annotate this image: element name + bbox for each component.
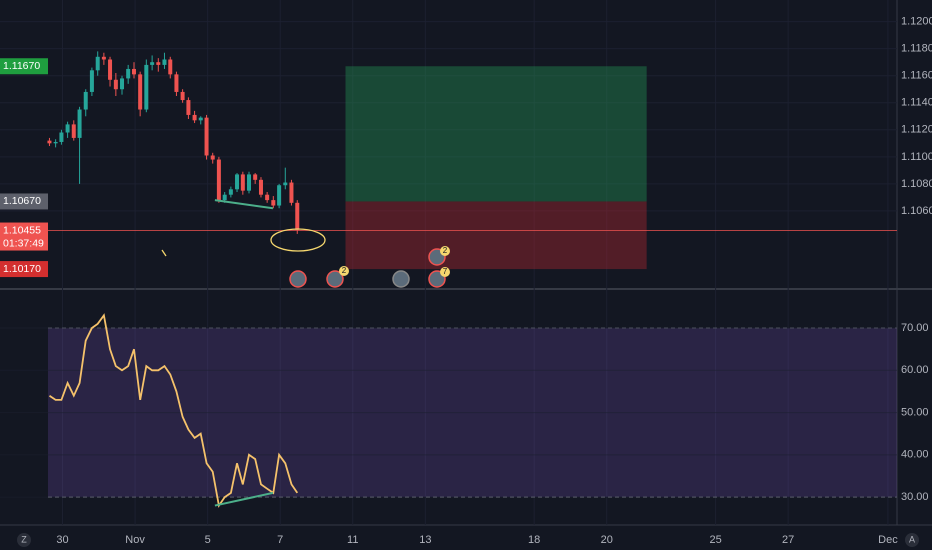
candle-body <box>162 59 167 65</box>
loss-zone <box>345 201 647 270</box>
candle-body <box>235 174 240 190</box>
candle-body <box>101 56 106 60</box>
candle-body <box>77 109 82 138</box>
price-label-bg <box>0 58 48 75</box>
profit-zone <box>345 66 647 202</box>
candle-body <box>131 68 136 75</box>
toolbar-label: A <box>909 534 915 544</box>
candle-body <box>289 182 294 203</box>
events: 2 2 7 <box>289 246 450 288</box>
toolbar-label: Z <box>21 534 27 544</box>
candle-body <box>144 64 149 110</box>
y-tick-label: 1.11800 <box>901 43 932 55</box>
event-badge-bg <box>440 246 450 256</box>
x-tick-label: 7 <box>277 534 283 546</box>
candle-body <box>271 200 276 206</box>
candle-body <box>113 79 118 90</box>
candle-body <box>71 124 76 138</box>
x-tick-label: Dec <box>878 534 898 546</box>
candle-body <box>247 174 252 191</box>
event-icon[interactable] <box>392 270 410 288</box>
candle-body <box>210 155 215 160</box>
candle-body <box>204 117 209 156</box>
candle-body <box>65 124 70 133</box>
event-badge: 7 <box>443 267 448 276</box>
candle-body <box>120 78 125 90</box>
candle-body <box>95 56 100 71</box>
candle-body <box>186 100 191 115</box>
y-tick-label: 50.00 <box>901 406 929 418</box>
candle-body <box>138 74 143 110</box>
event-icon[interactable] <box>289 270 307 288</box>
candle-body <box>198 117 203 121</box>
candle-body <box>53 141 58 144</box>
x-tick-label: 20 <box>601 534 613 546</box>
candle-body <box>108 59 113 80</box>
price-label-bg <box>0 193 48 210</box>
candle-body <box>180 91 185 101</box>
candle-body <box>150 62 155 65</box>
candle-body <box>156 62 161 65</box>
y-tick-label: 1.11000 <box>901 151 932 163</box>
candle-body <box>47 140 52 144</box>
event-icon[interactable] <box>326 270 344 288</box>
candle-body <box>253 174 258 180</box>
event-badge-bg <box>440 267 450 277</box>
y-tick-label: 40.00 <box>901 449 929 461</box>
y-tick-label: 30.00 <box>901 491 929 503</box>
candle-body <box>174 74 179 92</box>
y-tick-label: 1.10800 <box>901 178 932 190</box>
y-tick-label: 1.12000 <box>901 16 932 28</box>
y-tick-label: 1.11400 <box>901 97 932 109</box>
candle-body <box>228 189 233 195</box>
price-label: 1.10670 <box>3 195 41 207</box>
x-tick-label: 25 <box>709 534 721 546</box>
candle-body <box>258 179 263 195</box>
x-tick-label: 13 <box>419 534 431 546</box>
candle-body <box>283 182 288 186</box>
rsi-line <box>48 313 299 508</box>
event-badge-bg <box>339 266 349 276</box>
divergence-line <box>214 491 274 507</box>
x-tick-label: Nov <box>125 534 145 546</box>
toolbar-button[interactable] <box>17 533 31 547</box>
y-tick-label: 1.10600 <box>901 205 932 217</box>
candle-body <box>192 114 197 121</box>
toolbar-button[interactable] <box>905 533 919 547</box>
event-badge: 2 <box>443 246 448 255</box>
candle-body <box>295 202 300 230</box>
y-tick-label: 1.11200 <box>901 124 932 136</box>
candle-body <box>240 174 245 191</box>
candle-body <box>265 194 270 201</box>
price-label: 1.10455 <box>3 224 41 236</box>
price-label-bg <box>0 261 48 278</box>
x-tick-label: 30 <box>56 534 68 546</box>
divergence-line <box>214 199 274 210</box>
candle-body <box>277 185 282 206</box>
candle-body <box>222 194 227 201</box>
y-tick-label: 60.00 <box>901 364 929 376</box>
x-tick-label: 18 <box>528 534 540 546</box>
candle-body <box>168 59 173 75</box>
candle-body <box>89 70 94 92</box>
candle-body <box>126 68 131 79</box>
price-label: 1.11670 <box>3 60 40 72</box>
candle-body <box>216 159 221 201</box>
candle-body <box>59 132 64 142</box>
highlight-ellipse <box>270 228 326 252</box>
pen-mark <box>161 249 167 257</box>
x-tick-label: 5 <box>205 534 211 546</box>
price-label: 1.10170 <box>3 263 41 275</box>
candle-body <box>83 91 88 110</box>
countdown: 01:37:49 <box>3 237 44 249</box>
event-badge: 2 <box>342 266 347 275</box>
y-tick-label: 70.00 <box>901 322 929 334</box>
y-tick-label: 1.11600 <box>901 70 932 82</box>
x-tick-label: 27 <box>782 534 794 546</box>
price-label-bg <box>0 222 48 251</box>
x-tick-label: 11 <box>347 534 358 546</box>
